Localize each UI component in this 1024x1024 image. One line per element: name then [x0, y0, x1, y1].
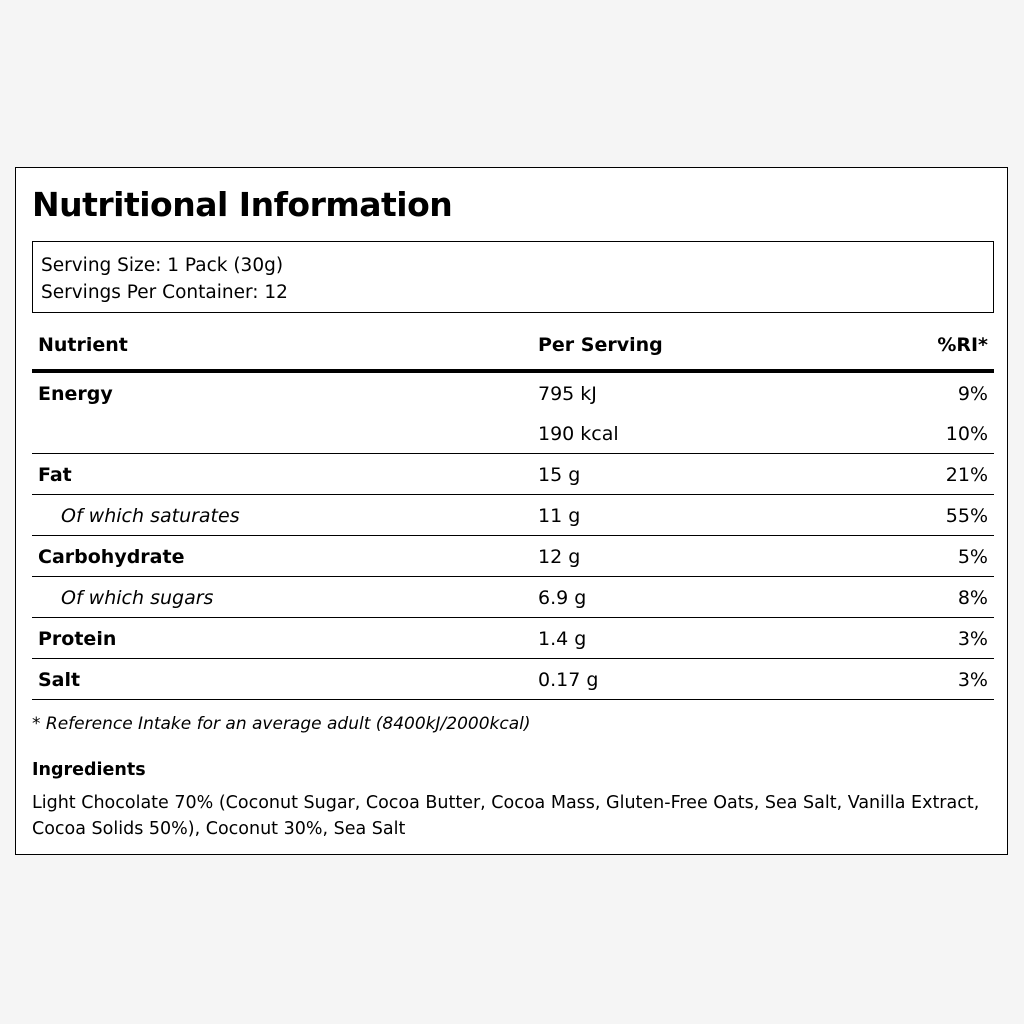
- nutrient-name: Carbohydrate: [38, 546, 185, 568]
- ri-value: 5%: [957, 546, 988, 568]
- nutrient-name: Protein: [38, 628, 117, 650]
- per-serving-value: 190 kcal: [538, 423, 619, 445]
- nutrient-name: Of which sugars: [61, 587, 214, 609]
- table-header: Nutrient Per Serving %RI*: [32, 325, 994, 373]
- serving-info-box: Serving Size: 1 Pack (30g) Servings Per …: [32, 241, 994, 313]
- per-serving-value: 795 kJ: [538, 383, 597, 405]
- per-serving-value: 12 g: [538, 546, 581, 568]
- ingredients-text: Light Chocolate 70% (Coconut Sugar, Coco…: [32, 793, 980, 839]
- ri-value: 8%: [957, 587, 988, 609]
- nutrient-name: Fat: [38, 464, 72, 486]
- ri-value: 10%: [945, 423, 988, 445]
- ri-value: 3%: [957, 669, 988, 691]
- per-serving-value: 0.17 g: [538, 669, 599, 691]
- nutrient-name: Of which saturates: [61, 505, 240, 527]
- table-row: Energy 795 kJ 9%: [32, 373, 994, 413]
- reference-intake-footnote: * Reference Intake for an average adult …: [32, 714, 531, 734]
- header-ri: %RI*: [937, 334, 988, 356]
- per-serving-value: 11 g: [538, 505, 581, 527]
- nutrient-name: Salt: [38, 669, 81, 691]
- table-row: Of which sugars 6.9 g 8%: [32, 577, 994, 618]
- header-per-serving: Per Serving: [538, 334, 663, 356]
- table-row: Salt 0.17 g 3%: [32, 659, 994, 700]
- ingredients-heading: Ingredients: [32, 760, 146, 780]
- servings-per-container: Servings Per Container: 12: [41, 282, 288, 303]
- per-serving-value: 15 g: [538, 464, 581, 486]
- table-row: Of which saturates 11 g 55%: [32, 495, 994, 536]
- per-serving-value: 1.4 g: [538, 628, 587, 650]
- nutrient-name: Energy: [38, 383, 113, 405]
- nutrition-panel: Nutritional Information Serving Size: 1 …: [15, 167, 1008, 855]
- per-serving-value: 6.9 g: [538, 587, 587, 609]
- table-row: 190 kcal 10%: [32, 413, 994, 454]
- serving-size: Serving Size: 1 Pack (30g): [41, 255, 284, 276]
- ri-value: 55%: [945, 505, 988, 527]
- header-nutrient: Nutrient: [38, 334, 128, 356]
- page-title: Nutritional Information: [32, 185, 453, 224]
- nutrition-table: Nutrient Per Serving %RI* Energy 795 kJ …: [32, 325, 994, 700]
- table-row: Fat 15 g 21%: [32, 454, 994, 495]
- table-row: Carbohydrate 12 g 5%: [32, 536, 994, 577]
- ri-value: 21%: [945, 464, 988, 486]
- ri-value: 3%: [957, 628, 988, 650]
- ri-value: 9%: [957, 383, 988, 405]
- table-row: Protein 1.4 g 3%: [32, 618, 994, 659]
